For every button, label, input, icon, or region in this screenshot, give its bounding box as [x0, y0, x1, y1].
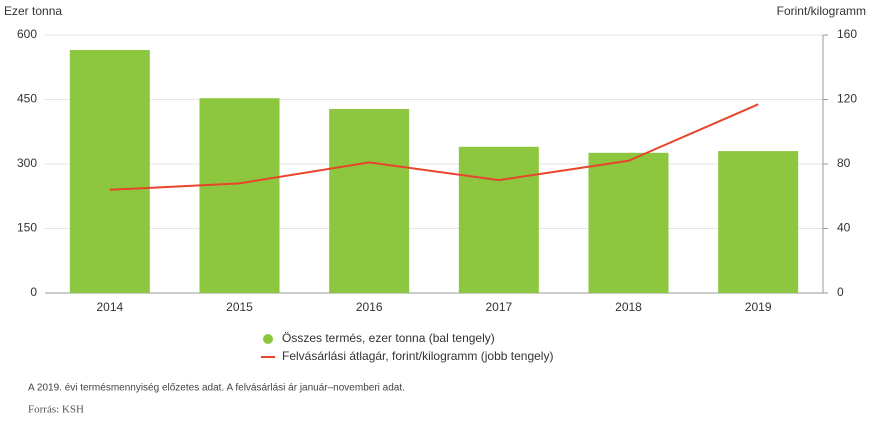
- y-tick-label: 450: [17, 92, 37, 106]
- legend-swatch: [263, 334, 273, 344]
- line: [109, 103, 759, 191]
- bar: [588, 152, 669, 293]
- y2-tick-label: 120: [837, 92, 857, 106]
- footnote: A 2019. évi termésmennyiség előzetes ada…: [28, 383, 405, 394]
- y2-tick-label: 0: [837, 285, 844, 299]
- y2-axis-label: Forint/kilogramm: [777, 4, 866, 18]
- y-tick-label: 600: [17, 27, 37, 41]
- source: Forrás: KSH: [28, 404, 84, 416]
- x-tick-label: 2017: [485, 300, 512, 314]
- y2-tick-label: 40: [837, 221, 851, 235]
- legend-label: Összes termés, ezer tonna (bal tengely): [282, 331, 495, 345]
- y2-tick-label: 160: [837, 27, 857, 41]
- y-tick-label: 0: [30, 285, 37, 299]
- bar: [69, 50, 150, 293]
- x-tick-label: 2019: [745, 300, 772, 314]
- x-tick-label: 2018: [615, 300, 642, 314]
- y-axis-label: Ezer tonna: [4, 4, 62, 18]
- x-tick-label: 2015: [226, 300, 253, 314]
- y-tick-label: 300: [17, 156, 37, 170]
- bar: [458, 146, 539, 293]
- y-tick-label: 150: [17, 221, 37, 235]
- bar: [718, 151, 799, 293]
- bar: [199, 98, 280, 294]
- x-tick-label: 2014: [96, 300, 123, 314]
- legend-label: Felvásárlási átlagár, forint/kilogramm (…: [282, 349, 553, 363]
- bar: [329, 108, 410, 294]
- y2-tick-label: 80: [837, 156, 851, 170]
- x-tick-label: 2016: [356, 300, 383, 314]
